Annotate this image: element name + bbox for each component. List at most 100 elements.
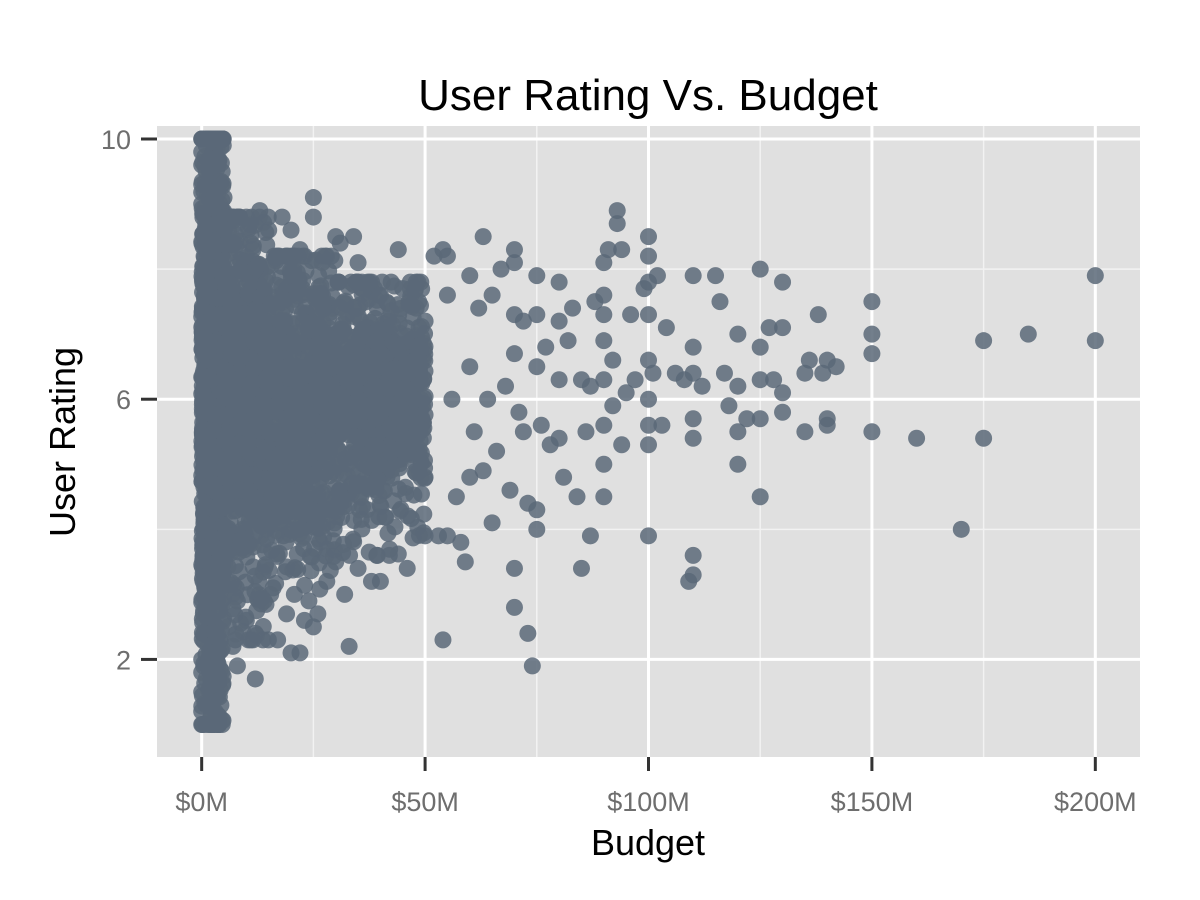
- x-tick-label: $0M: [175, 787, 228, 817]
- data-point: [199, 313, 217, 331]
- data-point: [408, 417, 426, 435]
- data-point: [200, 261, 218, 279]
- data-point: [397, 364, 415, 382]
- data-point: [300, 338, 318, 356]
- data-point: [497, 377, 515, 395]
- data-point: [595, 254, 613, 272]
- data-point: [379, 524, 397, 542]
- data-point: [608, 215, 626, 233]
- data-point: [298, 388, 316, 406]
- data-point: [309, 605, 327, 623]
- data-point: [273, 208, 291, 226]
- data-point: [199, 461, 217, 479]
- data-point: [657, 319, 675, 337]
- data-point: [283, 521, 301, 539]
- data-point: [488, 442, 506, 460]
- data-point: [461, 267, 479, 285]
- data-point: [483, 286, 501, 304]
- data-point: [290, 271, 308, 289]
- y-axis: 2 6 10: [101, 125, 157, 675]
- data-point: [729, 455, 747, 473]
- data-point: [362, 396, 380, 414]
- data-point: [237, 208, 255, 226]
- data-point: [206, 150, 224, 168]
- x-axis-label: Budget: [591, 822, 705, 863]
- data-points: [193, 130, 1104, 733]
- data-point: [863, 293, 881, 311]
- data-point: [413, 374, 431, 392]
- data-point: [197, 281, 215, 299]
- data-point: [198, 567, 216, 585]
- data-point: [330, 493, 348, 511]
- data-point: [328, 507, 346, 525]
- data-point: [738, 410, 756, 428]
- data-point: [366, 455, 384, 473]
- data-point: [613, 241, 631, 259]
- data-point: [263, 488, 281, 506]
- data-point: [235, 465, 253, 483]
- data-point: [286, 297, 304, 315]
- data-point: [202, 676, 220, 694]
- data-point: [595, 286, 613, 304]
- data-point: [751, 260, 769, 278]
- data-point: [827, 358, 845, 376]
- data-point: [211, 631, 229, 649]
- data-point: [224, 637, 242, 655]
- data-point: [416, 312, 434, 330]
- data-point: [348, 477, 366, 495]
- data-point: [434, 631, 452, 649]
- data-point: [809, 306, 827, 324]
- data-point: [304, 208, 322, 226]
- data-point: [505, 254, 523, 272]
- data-point: [300, 321, 318, 339]
- data-point: [335, 294, 353, 312]
- data-point: [409, 337, 427, 355]
- data-point: [711, 293, 729, 311]
- data-point: [975, 332, 993, 350]
- data-point: [345, 228, 363, 246]
- data-point: [528, 306, 546, 324]
- data-point: [331, 234, 349, 252]
- data-point: [398, 559, 416, 577]
- data-point: [344, 411, 362, 429]
- data-point: [684, 364, 702, 382]
- data-point: [222, 573, 240, 591]
- data-point: [197, 163, 215, 181]
- data-point: [707, 267, 725, 285]
- data-point: [195, 397, 213, 415]
- data-point: [774, 319, 792, 337]
- data-point: [283, 331, 301, 349]
- data-point: [796, 423, 814, 441]
- data-point: [622, 306, 640, 324]
- data-point: [250, 255, 268, 273]
- data-point: [331, 358, 349, 376]
- data-point: [640, 306, 657, 324]
- data-point: [213, 663, 231, 681]
- data-point: [595, 455, 613, 473]
- data-point: [537, 338, 555, 356]
- data-point: [298, 421, 316, 439]
- data-point: [1086, 267, 1104, 285]
- data-point: [438, 247, 456, 265]
- data-point: [715, 364, 733, 382]
- data-point: [238, 548, 256, 566]
- data-point: [559, 332, 577, 350]
- data-point: [729, 377, 747, 395]
- data-point: [361, 363, 379, 381]
- data-point: [265, 336, 283, 354]
- data-point: [268, 545, 286, 563]
- data-point: [337, 307, 355, 325]
- data-point: [653, 416, 671, 434]
- data-point: [219, 618, 237, 636]
- data-point: [224, 600, 242, 618]
- data-point: [416, 468, 434, 486]
- data-point: [334, 535, 352, 553]
- data-point: [197, 137, 215, 155]
- data-point: [456, 553, 474, 571]
- data-point: [505, 559, 523, 577]
- data-point: [346, 379, 364, 397]
- data-point: [640, 351, 657, 369]
- data-point: [318, 572, 336, 590]
- data-point: [245, 359, 263, 377]
- y-tick-label: 10: [101, 125, 131, 155]
